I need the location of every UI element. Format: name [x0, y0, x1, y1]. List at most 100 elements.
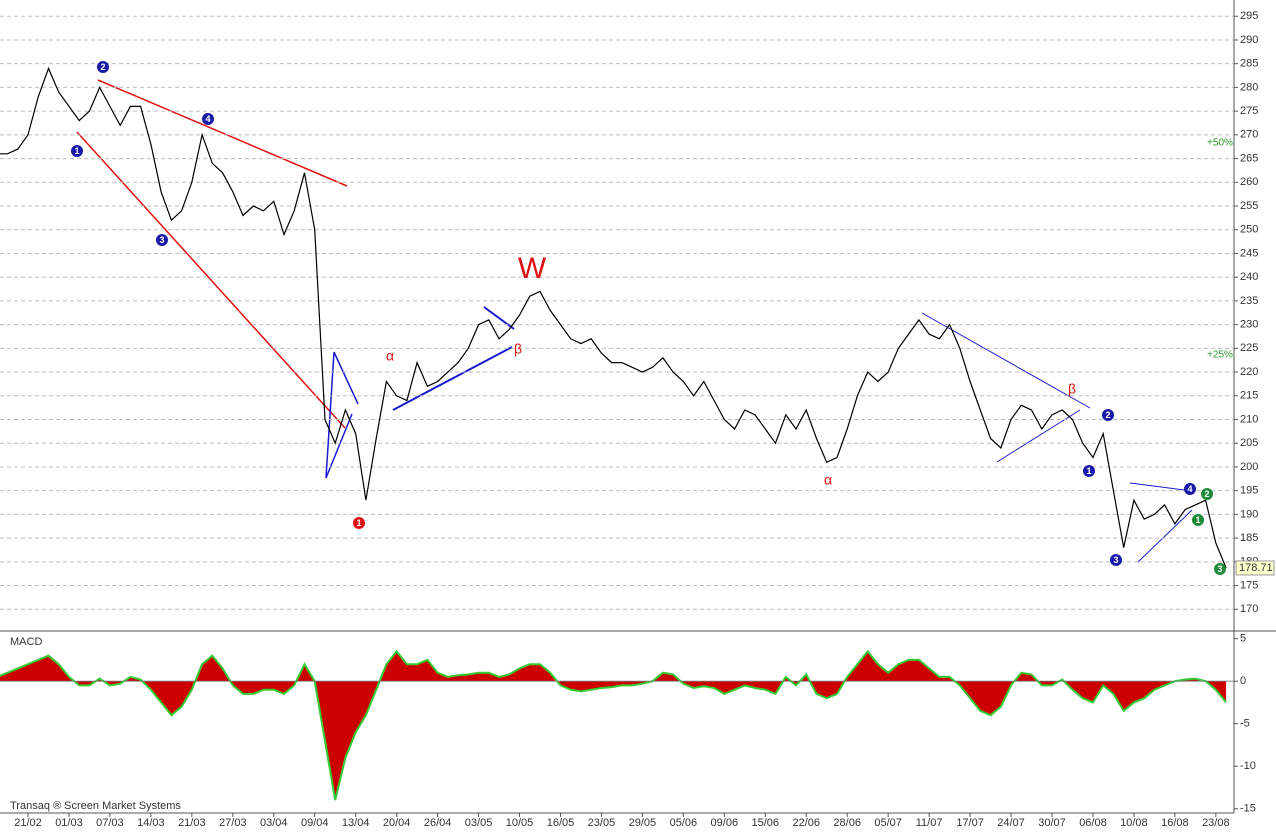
annotation: W: [518, 252, 547, 285]
trend-line: [392, 346, 513, 411]
wave-mark: [1110, 554, 1122, 566]
x-tick-label: 05/06: [670, 817, 698, 829]
x-tick-label: 20/04: [383, 817, 411, 829]
x-tick-label: 09/04: [301, 817, 329, 829]
x-tick-label: 28/06: [833, 817, 861, 829]
wave-label: 3: [159, 235, 164, 245]
macd-edge: [0, 649, 1227, 801]
x-tick-label: 10/08: [1120, 817, 1148, 829]
macd-title: MACD: [10, 636, 42, 648]
y-tick-label: 290: [1240, 34, 1258, 46]
y-tick-label: 185: [1240, 532, 1258, 544]
x-tick-label: 30/07: [1038, 817, 1066, 829]
wave-label: 4: [1187, 484, 1192, 494]
x-tick-label: 26/04: [424, 817, 452, 829]
y-tick-label: 295: [1240, 10, 1258, 22]
y-tick-label: 225: [1240, 342, 1258, 354]
y-tick-label: 5: [1240, 633, 1246, 645]
wave-mark: [156, 234, 168, 246]
y-tick-label: 285: [1240, 58, 1258, 70]
wave-mark: [1184, 483, 1196, 495]
x-tick-label: 11/07: [916, 817, 943, 829]
y-tick-label: 195: [1240, 485, 1258, 497]
x-tick-label: 24/07: [997, 817, 1025, 829]
last-value-box: [1235, 560, 1275, 576]
wave-label: 2: [1105, 410, 1110, 420]
x-tick-label: 29/05: [629, 817, 657, 829]
trend-line: [996, 409, 1081, 463]
y-tick-label: 270: [1240, 129, 1258, 141]
y-tick-label: -10: [1240, 760, 1256, 772]
trend-line: [97, 79, 348, 187]
x-tick-label: 22/06: [792, 817, 820, 829]
annotation: α: [824, 472, 832, 488]
wave-mark: [1192, 514, 1204, 526]
x-tick-label: 17/07: [956, 817, 984, 829]
price-line: [0, 66, 1227, 569]
wave-label: 3: [1113, 555, 1118, 565]
wave-mark: [202, 113, 214, 125]
x-tick-label: 23/08: [1202, 817, 1230, 829]
y-tick-label: 215: [1240, 390, 1258, 402]
annotation: β: [1068, 381, 1076, 397]
x-tick-label: 21/03: [178, 817, 206, 829]
wave-mark: [353, 517, 365, 529]
y-tick-label: 190: [1240, 508, 1258, 520]
source: Transaq ® Screen Market Systems: [10, 800, 181, 812]
wave-mark: [1083, 465, 1095, 477]
y-tick-label: 275: [1240, 105, 1258, 117]
x-tick-label: 03/05: [465, 817, 493, 829]
x-tick-label: 27/03: [219, 817, 247, 829]
x-tick-label: 16/08: [1161, 817, 1189, 829]
x-tick-label: 23/05: [588, 817, 616, 829]
x-tick-label: 03/04: [260, 817, 288, 829]
y-tick-label: 235: [1240, 295, 1258, 307]
wave-label: 1: [1086, 466, 1091, 476]
annotation: +25%: [1207, 350, 1233, 361]
trend-line: [483, 306, 515, 330]
x-tick-label: 21/02: [14, 817, 42, 829]
annotation: +50%: [1207, 138, 1233, 149]
wave-label: 4: [205, 114, 210, 124]
wave-label: 2: [1204, 489, 1209, 499]
wave-label: 1: [356, 518, 361, 528]
y-tick-label: 240: [1240, 271, 1258, 283]
trend-line: [76, 131, 346, 429]
x-tick-label: 05/07: [874, 817, 902, 829]
trend-line: [1129, 482, 1193, 492]
y-tick-label: 280: [1240, 81, 1258, 93]
y-tick-label: -5: [1240, 718, 1250, 730]
y-tick-label: 250: [1240, 224, 1258, 236]
y-tick-label: 265: [1240, 152, 1258, 164]
wave-label: 1: [74, 146, 79, 156]
x-tick-label: 10/05: [506, 817, 534, 829]
y-tick-label: 255: [1240, 200, 1258, 212]
x-tick-label: 09/06: [711, 817, 739, 829]
trend-line: [1137, 509, 1193, 563]
y-tick-label: 0: [1240, 675, 1246, 687]
x-tick-label: 15/06: [752, 817, 780, 829]
x-tick-label: 07/03: [96, 817, 124, 829]
x-tick-label: 16/05: [547, 817, 575, 829]
trend-lines: [76, 79, 1193, 563]
y-tick-label: 245: [1240, 247, 1258, 259]
last-value-label: 178.71: [1239, 562, 1273, 574]
x-tick-label: 14/03: [137, 817, 165, 829]
y-tick-label: 230: [1240, 319, 1258, 331]
y-tick-label: 175: [1240, 579, 1258, 591]
y-tick-label: 220: [1240, 366, 1258, 378]
x-tick-label: 06/08: [1079, 817, 1107, 829]
wave-label: 3: [1217, 564, 1222, 574]
y-tick-label: 205: [1240, 437, 1258, 449]
wave-mark: [97, 61, 109, 73]
wave-label: 2: [100, 62, 105, 72]
wave-mark: [1214, 563, 1226, 575]
wave-mark: [71, 145, 83, 157]
y-tick-label: 260: [1240, 176, 1258, 188]
annotation: α: [386, 348, 394, 364]
x-tick-label: 13/04: [342, 817, 370, 829]
trend-line: [921, 312, 1091, 409]
